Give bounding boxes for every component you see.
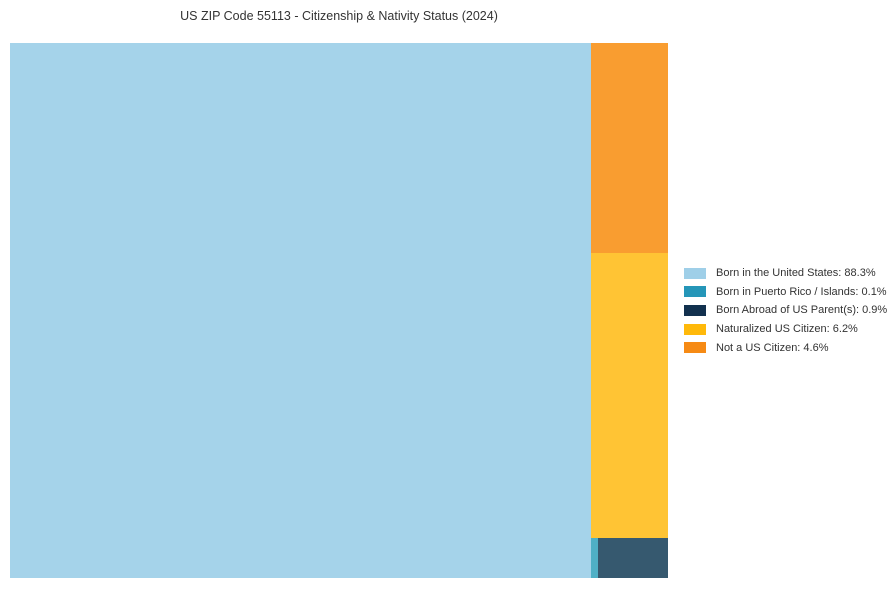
treemap-block-born-abroad-of-us-parent-s xyxy=(597,538,668,578)
legend-item-born-abroad-of-us-parent-s: Born Abroad of US Parent(s): 0.9% xyxy=(684,301,887,320)
legend: Born in the United States: 88.3% Born in … xyxy=(684,264,887,357)
legend-item-not-a-us-citizen: Not a US Citizen: 4.6% xyxy=(684,338,887,357)
born-in-puerto-rico-islands-swatch xyxy=(684,286,706,298)
treemap-block-born-in-the-united-states xyxy=(10,43,591,578)
legend-item-born-in-the-united-states: Born in the United States: 88.3% xyxy=(684,264,887,283)
naturalized-us-citizen-swatch xyxy=(684,323,706,335)
legend-label-born-abroad-of-us-parent-s: Born Abroad of US Parent(s): 0.9% xyxy=(716,304,888,317)
legend-label-born-in-puerto-rico-islands: Born in Puerto Rico / Islands: 0.1% xyxy=(716,285,887,298)
chart-title: US ZIP Code 55113 - Citizenship & Nativi… xyxy=(180,9,498,23)
not-a-us-citizen-swatch xyxy=(684,342,706,354)
treemap-block-born-in-puerto-rico-islands xyxy=(591,538,598,578)
legend-label-not-a-us-citizen: Not a US Citizen: 4.6% xyxy=(716,341,829,354)
treemap-block-not-a-us-citizen xyxy=(591,43,668,253)
legend-item-born-in-puerto-rico-islands: Born in Puerto Rico / Islands: 0.1% xyxy=(684,283,887,302)
born-in-the-united-states-swatch xyxy=(684,267,706,279)
legend-label-born-in-the-united-states: Born in the United States: 88.3% xyxy=(716,267,876,280)
treemap-block-naturalized-us-citizen xyxy=(591,252,668,539)
born-abroad-of-us-parent-s-swatch xyxy=(684,304,706,316)
treemap xyxy=(10,43,668,578)
legend-label-naturalized-us-citizen: Naturalized US Citizen: 6.2% xyxy=(716,323,858,336)
legend-item-naturalized-us-citizen: Naturalized US Citizen: 6.2% xyxy=(684,320,887,339)
